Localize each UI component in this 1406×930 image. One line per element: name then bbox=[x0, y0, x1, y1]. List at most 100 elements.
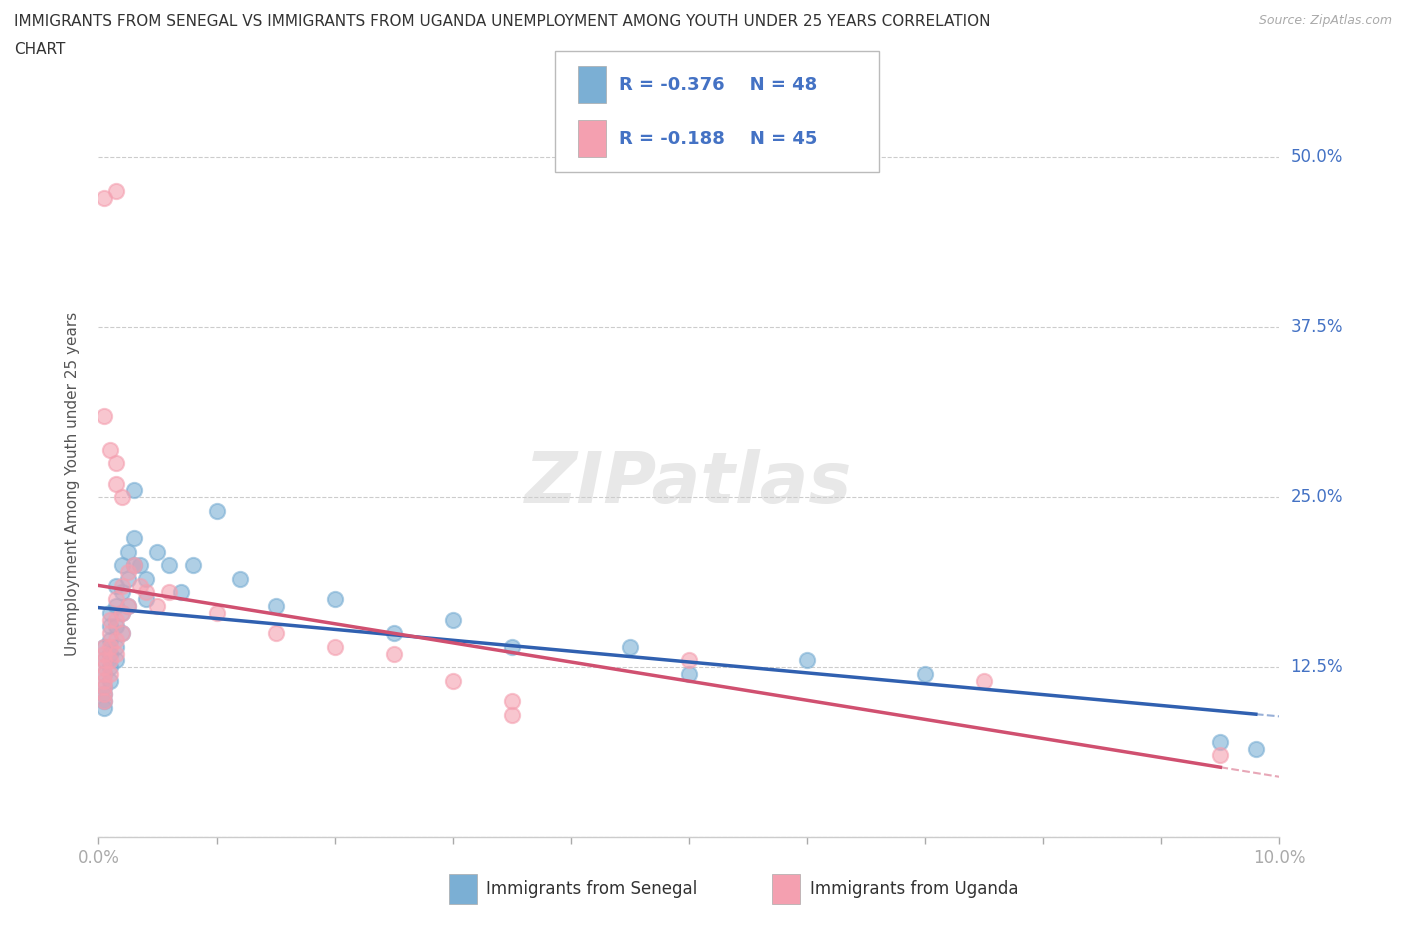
Point bbox=[1209, 748, 1232, 763]
Point bbox=[1209, 735, 1232, 750]
Point bbox=[111, 490, 134, 505]
Point bbox=[93, 653, 115, 668]
Point bbox=[128, 558, 150, 573]
Point bbox=[678, 667, 700, 682]
Point bbox=[264, 599, 287, 614]
Point bbox=[93, 694, 115, 709]
Text: IMMIGRANTS FROM SENEGAL VS IMMIGRANTS FROM UGANDA UNEMPLOYMENT AMONG YOUTH UNDER: IMMIGRANTS FROM SENEGAL VS IMMIGRANTS FR… bbox=[14, 14, 991, 29]
Point bbox=[111, 578, 134, 593]
Text: 37.5%: 37.5% bbox=[1291, 318, 1343, 337]
Text: R = -0.188    N = 45: R = -0.188 N = 45 bbox=[619, 129, 817, 148]
Point bbox=[105, 476, 128, 491]
Point bbox=[93, 694, 115, 709]
Point bbox=[105, 632, 128, 647]
Point bbox=[98, 605, 121, 620]
Point bbox=[914, 667, 936, 682]
Point bbox=[117, 565, 139, 579]
Point bbox=[157, 558, 180, 573]
Point bbox=[146, 544, 169, 559]
Point bbox=[111, 626, 134, 641]
Text: R = -0.376    N = 48: R = -0.376 N = 48 bbox=[619, 75, 817, 94]
Point bbox=[93, 659, 115, 674]
Point bbox=[93, 680, 115, 695]
Point bbox=[93, 687, 115, 702]
Point bbox=[105, 184, 128, 199]
Point bbox=[98, 626, 121, 641]
Point bbox=[98, 653, 121, 668]
Point bbox=[105, 612, 128, 627]
Point bbox=[205, 503, 228, 518]
Point bbox=[98, 659, 121, 674]
Text: ZIPatlas: ZIPatlas bbox=[526, 449, 852, 518]
Point bbox=[93, 639, 115, 654]
Text: Source: ZipAtlas.com: Source: ZipAtlas.com bbox=[1258, 14, 1392, 27]
Point bbox=[117, 571, 139, 586]
Point bbox=[93, 673, 115, 688]
Point bbox=[93, 680, 115, 695]
Point bbox=[111, 605, 134, 620]
Text: 50.0%: 50.0% bbox=[1291, 149, 1343, 166]
Point bbox=[122, 483, 145, 498]
Point bbox=[105, 456, 128, 471]
Text: Immigrants from Senegal: Immigrants from Senegal bbox=[486, 880, 697, 898]
Point bbox=[973, 673, 995, 688]
Point bbox=[128, 578, 150, 593]
Point bbox=[93, 653, 115, 668]
Point bbox=[105, 653, 128, 668]
Point bbox=[105, 591, 128, 606]
Point bbox=[105, 599, 128, 614]
Point bbox=[1244, 741, 1267, 756]
Point bbox=[105, 646, 128, 661]
Point bbox=[93, 667, 115, 682]
Point bbox=[98, 618, 121, 633]
Point bbox=[135, 571, 157, 586]
Point bbox=[93, 687, 115, 702]
Text: CHART: CHART bbox=[14, 42, 66, 57]
Point bbox=[501, 707, 523, 722]
Point bbox=[122, 558, 145, 573]
Point bbox=[678, 653, 700, 668]
Point bbox=[205, 605, 228, 620]
Point bbox=[98, 646, 121, 661]
Point bbox=[796, 653, 818, 668]
Point bbox=[135, 591, 157, 606]
Point bbox=[323, 591, 346, 606]
Point bbox=[229, 571, 252, 586]
Point bbox=[111, 558, 134, 573]
Point bbox=[441, 673, 464, 688]
Point bbox=[264, 626, 287, 641]
Point bbox=[98, 632, 121, 647]
Point bbox=[105, 618, 128, 633]
Point bbox=[122, 530, 145, 545]
Point bbox=[105, 639, 128, 654]
Point bbox=[98, 639, 121, 654]
Point bbox=[157, 585, 180, 600]
Point bbox=[98, 442, 121, 457]
Point bbox=[93, 639, 115, 654]
Point bbox=[323, 639, 346, 654]
Point bbox=[382, 626, 405, 641]
Point bbox=[501, 639, 523, 654]
Point bbox=[181, 558, 204, 573]
Text: 12.5%: 12.5% bbox=[1291, 658, 1343, 676]
Y-axis label: Unemployment Among Youth under 25 years: Unemployment Among Youth under 25 years bbox=[65, 312, 80, 656]
Point bbox=[93, 646, 115, 661]
Point bbox=[170, 585, 193, 600]
Point bbox=[105, 578, 128, 593]
Point bbox=[382, 646, 405, 661]
Point bbox=[117, 599, 139, 614]
Point bbox=[111, 626, 134, 641]
Point bbox=[441, 612, 464, 627]
Point bbox=[619, 639, 641, 654]
Point bbox=[111, 605, 134, 620]
Point bbox=[93, 191, 115, 206]
Point bbox=[93, 667, 115, 682]
Text: Immigrants from Uganda: Immigrants from Uganda bbox=[810, 880, 1018, 898]
Point bbox=[135, 585, 157, 600]
Point bbox=[98, 667, 121, 682]
Point bbox=[117, 599, 139, 614]
Point bbox=[122, 558, 145, 573]
Point bbox=[93, 408, 115, 423]
Point bbox=[501, 694, 523, 709]
Text: 25.0%: 25.0% bbox=[1291, 488, 1343, 506]
